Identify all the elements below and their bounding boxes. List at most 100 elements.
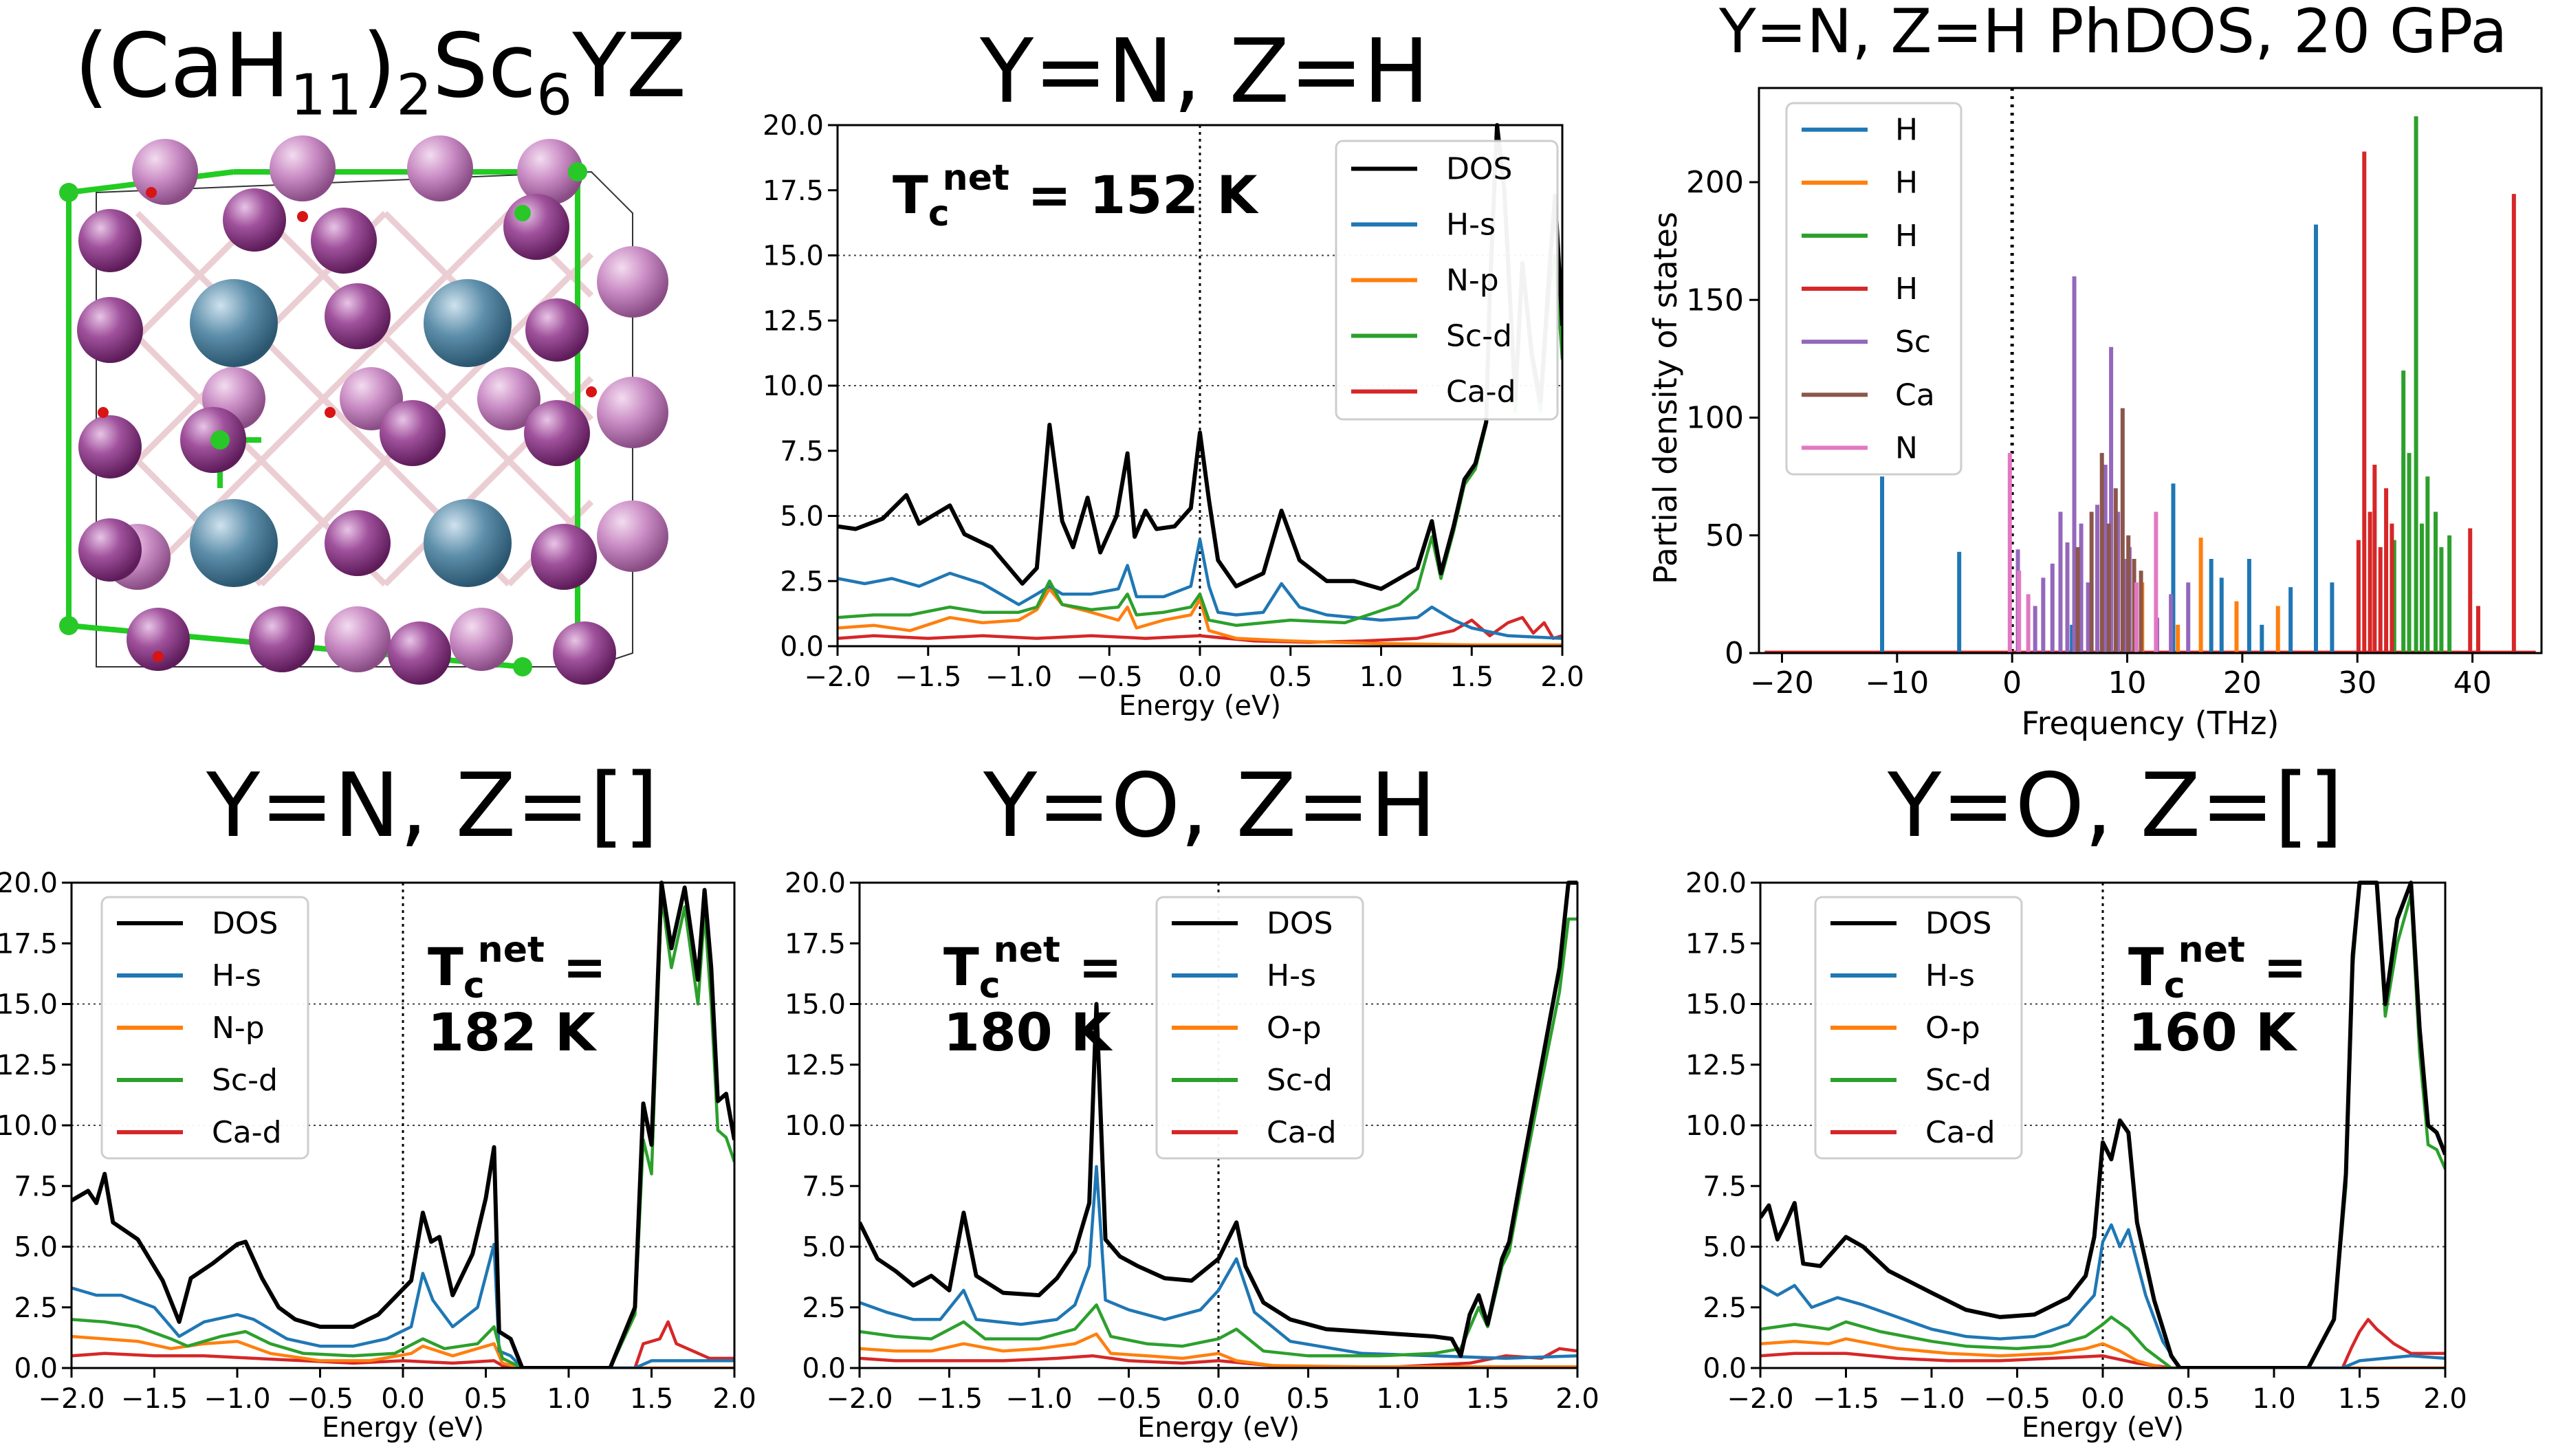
x-tick-label: 1.0 xyxy=(1359,661,1403,693)
legend-box xyxy=(1814,896,2023,1160)
x-tick-label: −1.5 xyxy=(895,661,961,693)
legend-label: H xyxy=(1895,166,1918,201)
chart-dos_O: −2.0 −1.5 −1.0 −0.5 0.0 0.5 1.0 1.5 2.0 0.0 2.5 5.0… xyxy=(1685,868,2467,1444)
x-tick-label: −1.0 xyxy=(1005,1383,1072,1415)
series-line-h-s xyxy=(1760,1223,2445,1368)
y-tick-label: 5.0 xyxy=(1703,1232,1747,1264)
series-h xyxy=(2392,116,2452,653)
tc-eq: = xyxy=(1078,936,1122,997)
y-tick-label: 50 xyxy=(1705,518,1744,553)
x-tick-label: −1.5 xyxy=(916,1383,983,1415)
title-dos-oh: Y=O, Z=H xyxy=(983,755,1436,857)
chart-dos_N: −2.0 −1.5 −1.0 −0.5 0.0 0.5 1.0 1.5 2.0 0.0 2.5 5.0… xyxy=(0,868,756,1444)
series-h xyxy=(1880,224,2335,653)
y-tick-label: 2.5 xyxy=(802,1292,846,1324)
tc-value: = 152 K xyxy=(1027,164,1258,225)
y-tick-label: 7.5 xyxy=(802,1171,846,1202)
series-line-o-p xyxy=(1760,1337,2445,1368)
title-dos-o: Y=O, Z=[] xyxy=(1888,755,2343,857)
series-n xyxy=(2007,452,2158,653)
legend-box xyxy=(1785,102,1963,476)
y-tick-label: 100 xyxy=(1686,401,1744,436)
sc-atoms xyxy=(77,188,616,685)
structure-title: (CaH11)2Sc6YZ xyxy=(74,15,686,129)
legend-label: O-p xyxy=(1925,1011,1980,1046)
tc-sup: net xyxy=(477,929,545,971)
series-line-sc-d xyxy=(72,893,734,1368)
x-tick-label: 0 xyxy=(2002,665,2022,701)
y-tick-label: 200 xyxy=(1686,165,1744,200)
series-line-ca-d xyxy=(838,616,1562,644)
x-tick-label: 0.5 xyxy=(1269,661,1313,693)
y-tick-label: 10.0 xyxy=(0,1110,58,1142)
y-tick-label: 17.5 xyxy=(1685,928,1747,960)
legend-label: H xyxy=(1895,113,1918,148)
tc-value: 182 K xyxy=(428,1001,595,1063)
y-tick-label: 17.5 xyxy=(785,928,846,960)
tc-sup: net xyxy=(942,157,1009,199)
series-line-h-s xyxy=(838,538,1562,640)
tc-sub: c xyxy=(2163,965,2185,1006)
legend-label: H xyxy=(1895,219,1918,254)
legend-label: Sc-d xyxy=(1267,1063,1333,1098)
x-tick-label: 2.0 xyxy=(712,1383,756,1415)
structure-title-sc: Sc xyxy=(432,15,537,118)
structure-title-text: (CaH xyxy=(74,15,290,118)
legend-label: Ca xyxy=(1895,377,1935,412)
x-tick-label: −1.5 xyxy=(121,1383,188,1415)
y-tick-label: 15.0 xyxy=(763,241,824,272)
tc-sup: net xyxy=(2178,929,2245,971)
legend: DOS H-s O-p Sc-d Ca-d xyxy=(1155,896,1364,1160)
x-tick-label: 2.0 xyxy=(2423,1383,2467,1415)
y-tick-label: 10.0 xyxy=(785,1110,846,1142)
legend-label: DOS xyxy=(1267,906,1333,941)
x-tick-label: 10 xyxy=(2108,665,2147,701)
title-dos-n: Y=N, Z=[] xyxy=(206,755,659,857)
series-line-dos xyxy=(860,881,1577,1358)
x-tick-label: −1.5 xyxy=(1813,1383,1879,1415)
tc-t: T xyxy=(893,164,928,225)
y-tick-label: 0 xyxy=(1725,636,1744,671)
legend-label: O-p xyxy=(1267,1011,1322,1046)
series-line-o-p xyxy=(860,1332,1577,1368)
x-tick-label: 0.0 xyxy=(2081,1383,2125,1415)
series-line-n-p xyxy=(838,587,1562,646)
title-phdos: Y=N, Z=H PhDOS, 20 GPa xyxy=(1719,0,2508,67)
legend: DOS H-s O-p Sc-d Ca-d xyxy=(1814,896,2023,1160)
legend-label: N-p xyxy=(212,1011,265,1046)
y-tick-label: 17.5 xyxy=(763,175,824,207)
series-ca xyxy=(2075,408,2143,653)
x-tick-label: −10 xyxy=(1865,665,1929,701)
x-tick-label: 40 xyxy=(2453,665,2492,701)
tc-annotation-n: Tcnet = 182 K xyxy=(428,931,606,1059)
tc-value: 160 K xyxy=(2128,1001,2296,1063)
sc-y-atoms xyxy=(190,279,512,587)
y-tick-label: 15.0 xyxy=(1685,989,1747,1021)
y-tick-label: 0.0 xyxy=(14,1353,58,1385)
legend-label: N xyxy=(1895,430,1918,465)
cell-edges xyxy=(96,170,633,668)
series-line-ca-d xyxy=(72,1320,734,1368)
series-line-dos xyxy=(72,881,734,1368)
tc-t: T xyxy=(2128,936,2164,997)
y-tick-label: 2.5 xyxy=(14,1292,58,1324)
tc-sub: c xyxy=(463,965,485,1006)
x-tick-label: 1.5 xyxy=(1450,661,1494,693)
chart-phdos_NH: −20 −10 0 10 20 30 40 0 50 100 150 200 Frequency (TH… xyxy=(1647,87,2543,742)
series-line-h-s xyxy=(72,1242,734,1368)
tc-sub: c xyxy=(928,193,950,234)
x-tick-label: 0.0 xyxy=(1196,1383,1240,1415)
x-axis-label: Energy (eV) xyxy=(1119,690,1281,722)
y-tick-label: 20.0 xyxy=(0,868,58,899)
x-tick-label: 0.5 xyxy=(464,1383,508,1415)
chart-dos_OH: −2.0 −1.5 −1.0 −0.5 0.0 0.5 1.0 1.5 2.0 0.0 2.5 5.0… xyxy=(785,868,1599,1444)
x-tick-label: 0.5 xyxy=(1287,1383,1331,1415)
y-tick-label: 10.0 xyxy=(763,371,824,402)
legend-label: N-p xyxy=(1446,263,1499,298)
y-tick-label: 12.5 xyxy=(763,305,824,337)
x-tick-label: −0.5 xyxy=(287,1383,353,1415)
y-axis-label: Partial density of states xyxy=(1647,212,1684,584)
chart-dos_NH: −2.0 −1.5 −1.0 −0.5 0.0 0.5 1.0 1.5 2.0 0.0 2.5 5.0… xyxy=(763,110,1584,722)
x-tick-label: −0.5 xyxy=(1984,1383,2051,1415)
